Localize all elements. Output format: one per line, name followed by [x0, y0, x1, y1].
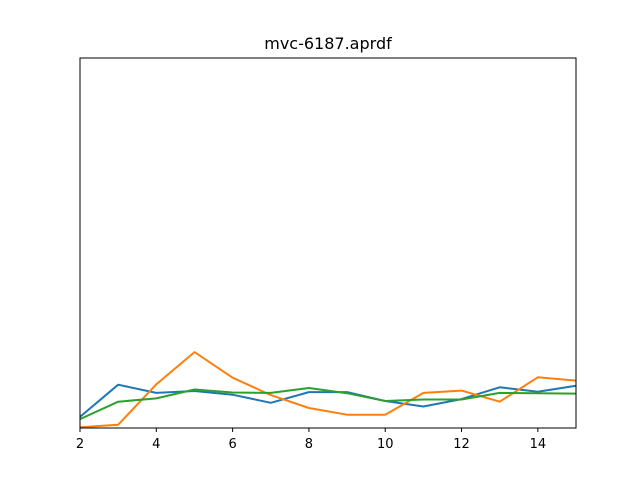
x-tick-label: 12	[453, 437, 470, 452]
series-line-2	[79, 351, 577, 429]
x-tick-label: 4	[152, 437, 160, 452]
chart-title: mvc-6187.aprdf	[264, 34, 392, 53]
x-tick-label: 8	[305, 437, 313, 452]
plot-frame	[79, 57, 577, 429]
series-layer	[79, 351, 577, 429]
series-line-1	[79, 383, 577, 418]
series-line-3	[79, 387, 577, 421]
x-tick-label: 2	[76, 437, 84, 452]
x-tick-label: 14	[530, 437, 547, 452]
x-tick-label: 6	[228, 437, 236, 452]
x-tick-label: 10	[377, 437, 394, 452]
axes-layer: 2 4 6 8 10 12 14	[76, 428, 546, 452]
